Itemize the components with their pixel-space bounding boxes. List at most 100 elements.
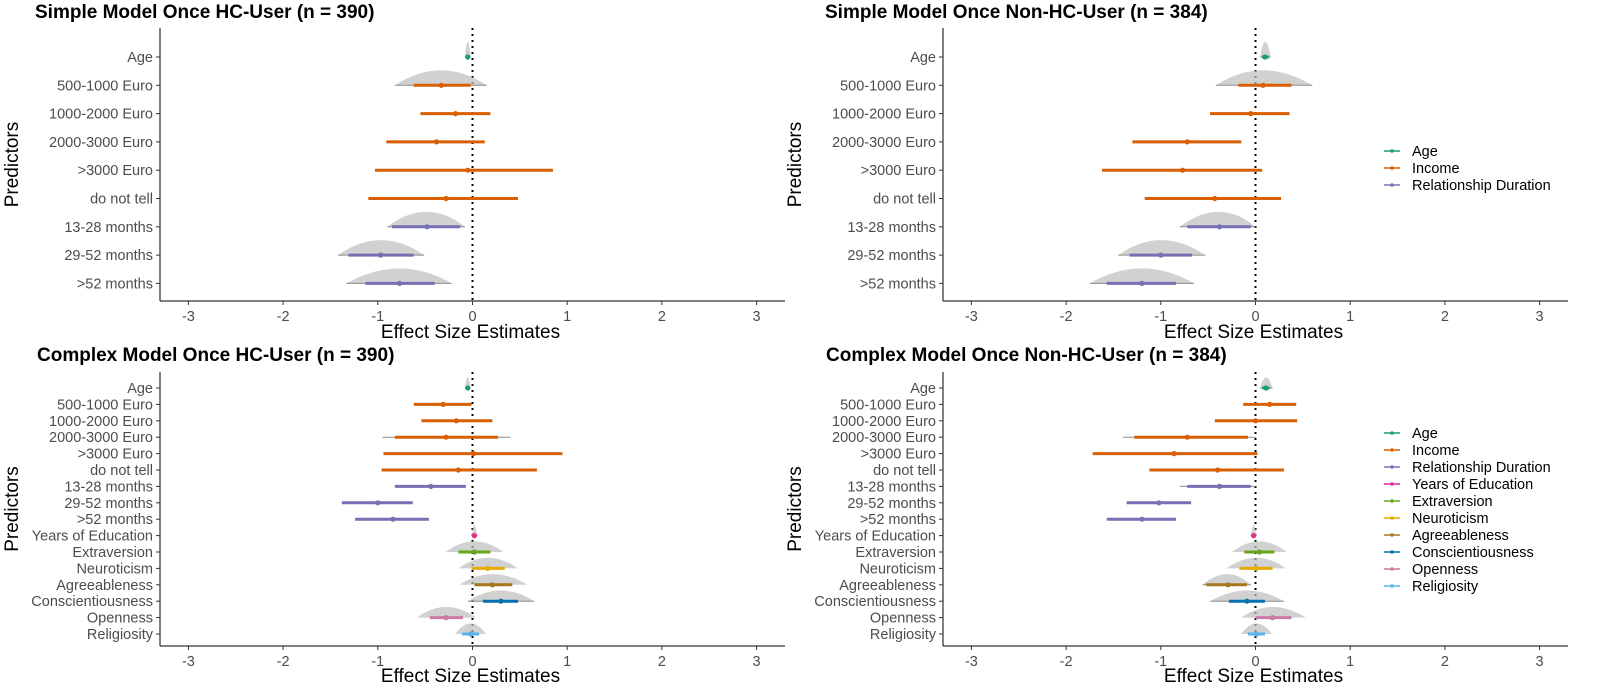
- y-tick-label: 13-28 months: [64, 479, 153, 495]
- y-tick-label: 13-28 months: [847, 479, 936, 495]
- point-estimate: [465, 54, 471, 60]
- panel-3: Complex Model Once HC-User (n = 390) -3 -2…: [2, 345, 785, 687]
- legend-item: Neuroticism: [1412, 511, 1489, 527]
- y-tick-label: 500-1000 Euro: [840, 397, 936, 413]
- x-tick-label: 1: [563, 309, 571, 325]
- panel-title: Simple Model Once Non-HC-User (n = 384): [825, 2, 1208, 23]
- x-tick-label: 3: [1536, 309, 1544, 325]
- point-estimate: [471, 549, 477, 555]
- point-estimate: [1216, 483, 1223, 489]
- x-tick-label: -3: [182, 309, 195, 325]
- x-tick-label: 3: [1536, 654, 1544, 670]
- x-tick-label: 3: [753, 309, 761, 325]
- y-tick-label: Age: [127, 381, 153, 397]
- x-tick-label: 1: [563, 654, 571, 670]
- posterior-density: [416, 606, 477, 618]
- posterior-density: [1232, 541, 1287, 552]
- y-tick-label: 1000-2000 Euro: [832, 107, 936, 123]
- x-axis-title: Effect Size Estimates: [381, 666, 560, 687]
- y-tick-label: 2000-3000 Euro: [832, 135, 936, 151]
- x-tick-label: -2: [277, 654, 290, 670]
- point-estimate: [424, 224, 430, 230]
- x-tick-label: 1: [1346, 654, 1354, 670]
- point-estimate: [443, 195, 449, 202]
- point-estimate: [443, 615, 449, 621]
- x-tick-label: -1: [371, 309, 384, 325]
- point-estimate: [455, 467, 461, 473]
- x-tick-label: 2: [1441, 309, 1449, 325]
- y-axis-title: Predictors: [2, 466, 23, 552]
- y-tick-label: do not tell: [873, 192, 936, 208]
- panel-2: Simple Model Once Non-HC-User (n = 384) -…: [785, 2, 1568, 343]
- y-tick-label: Age: [127, 50, 153, 66]
- point-estimate: [1263, 385, 1269, 391]
- posterior-density: [1215, 70, 1313, 86]
- posterior-density: [445, 541, 504, 552]
- x-tick-label: 1: [1346, 309, 1354, 325]
- point-estimate: [1252, 418, 1259, 424]
- x-tick-label: 0: [1251, 654, 1259, 670]
- posterior-density: [1260, 377, 1273, 388]
- x-tick-label: 0: [468, 654, 476, 670]
- legend-key-dot: [1390, 465, 1394, 469]
- legend-item: Income: [1412, 443, 1460, 459]
- point-estimate: [1269, 615, 1276, 621]
- y-tick-label: 29-52 months: [847, 248, 936, 264]
- x-tick-label: -3: [965, 654, 978, 670]
- x-tick-label: -2: [1060, 309, 1073, 325]
- posterior-density: [1241, 623, 1272, 634]
- y-tick-label: >3000 Euro: [861, 447, 936, 463]
- legend-key-dot: [1390, 516, 1394, 520]
- y-tick-label: 29-52 months: [64, 496, 153, 512]
- x-tick-label: -1: [371, 654, 384, 670]
- x-tick-label: 2: [658, 654, 666, 670]
- panel-title: Simple Model Once HC-User (n = 390): [35, 2, 374, 23]
- y-tick-label: Agreeableness: [56, 578, 153, 594]
- y-tick-label: Religiosity: [87, 627, 154, 643]
- point-estimate: [1139, 280, 1145, 286]
- point-estimate: [1262, 54, 1268, 60]
- point-estimate: [1267, 401, 1273, 407]
- legend-key-dot: [1390, 149, 1394, 153]
- point-estimate: [471, 533, 477, 539]
- point-estimate: [1260, 82, 1266, 88]
- point-estimate: [1253, 631, 1260, 637]
- posterior-density: [1241, 606, 1306, 618]
- y-tick-label: 500-1000 Euro: [57, 397, 153, 413]
- y-tick-label: do not tell: [90, 463, 153, 479]
- point-estimate: [1225, 582, 1231, 588]
- point-estimate: [390, 516, 396, 522]
- point-estimate: [1179, 167, 1186, 173]
- point-estimate: [1216, 224, 1223, 230]
- posterior-density: [458, 557, 518, 569]
- y-axis-title: Predictors: [785, 466, 806, 552]
- x-tick-label: -1: [1154, 654, 1167, 670]
- legend-item: Relationship Duration: [1412, 460, 1551, 476]
- legend-item: Age: [1412, 144, 1438, 160]
- point-estimate: [453, 418, 460, 424]
- panel-1: Simple Model Once HC-User (n = 390) -3 -2 -…: [2, 2, 785, 343]
- posterior-density: [1202, 574, 1251, 585]
- x-tick-label: -1: [1154, 309, 1167, 325]
- x-axis-title: Effect Size Estimates: [381, 322, 560, 343]
- y-tick-label: >52 months: [860, 512, 936, 528]
- x-tick-label: 3: [753, 654, 761, 670]
- point-estimate: [485, 565, 491, 572]
- legend-key-dot: [1390, 448, 1394, 452]
- y-tick-label: Age: [910, 381, 936, 397]
- posterior-density: [459, 574, 528, 585]
- posterior-density: [455, 623, 486, 634]
- y-tick-label: >52 months: [860, 276, 936, 292]
- y-tick-label: Extraversion: [855, 545, 936, 561]
- point-estimate: [1212, 195, 1218, 202]
- posterior-density: [1118, 240, 1206, 256]
- posterior-density: [1179, 211, 1256, 227]
- y-tick-label: >3000 Euro: [78, 447, 153, 463]
- point-estimate: [428, 483, 434, 489]
- y-tick-label: Years of Education: [815, 529, 936, 545]
- point-estimate: [489, 582, 495, 588]
- y-tick-label: 29-52 months: [847, 496, 936, 512]
- point-estimate: [498, 598, 504, 604]
- y-tick-label: do not tell: [873, 463, 936, 479]
